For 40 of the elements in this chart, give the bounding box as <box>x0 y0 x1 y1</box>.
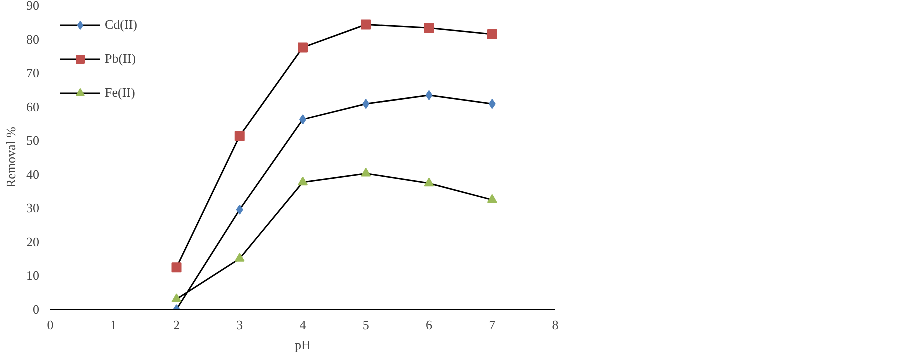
point <box>487 30 498 40</box>
y-tick-label: 60 <box>26 99 40 114</box>
y-tick-label: 70 <box>26 66 40 81</box>
x-axis-title: pH <box>295 338 311 352</box>
y-tick-label: 90 <box>26 0 40 13</box>
point <box>298 176 308 186</box>
x-tick-label: 5 <box>362 318 370 332</box>
x-tick-label: 7 <box>489 318 496 332</box>
point <box>298 42 308 53</box>
point <box>488 99 496 110</box>
x-tick-label: 6 <box>426 318 433 332</box>
y-axis-title: Removal % <box>4 126 18 188</box>
point <box>172 262 182 273</box>
y-tick-label: 50 <box>26 133 40 148</box>
point <box>172 294 182 302</box>
legend-label: Fe(II) <box>105 85 136 101</box>
point <box>234 131 245 142</box>
legend-label: Cd(II) <box>105 17 138 33</box>
y-tick-label: 10 <box>26 268 40 284</box>
point <box>234 253 245 262</box>
point <box>236 204 244 215</box>
point <box>424 23 434 34</box>
x-tick-label: 8 <box>552 318 559 332</box>
x-tick-label: 3 <box>236 318 244 332</box>
point <box>424 178 434 187</box>
y-tick-label: 30 <box>26 200 40 216</box>
y-tick-label: 20 <box>26 234 40 250</box>
y-tick-label: 80 <box>26 32 40 47</box>
y-tick-label: 40 <box>26 166 40 182</box>
x-tick-label: 1 <box>110 318 117 332</box>
y-tick-label: 0 <box>33 302 40 317</box>
point <box>362 99 370 110</box>
point <box>426 90 433 100</box>
x-tick-label: 0 <box>47 318 54 332</box>
legend-label: Pb(II) <box>105 51 136 67</box>
point <box>361 20 372 30</box>
point <box>361 168 372 177</box>
point <box>487 194 498 204</box>
x-tick-label: 4 <box>300 318 307 332</box>
x-tick-label: 2 <box>174 318 180 332</box>
